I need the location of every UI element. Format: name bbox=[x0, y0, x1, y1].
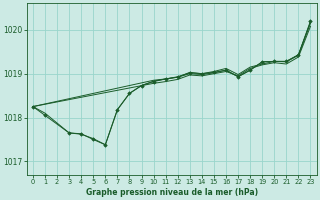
X-axis label: Graphe pression niveau de la mer (hPa): Graphe pression niveau de la mer (hPa) bbox=[86, 188, 258, 197]
